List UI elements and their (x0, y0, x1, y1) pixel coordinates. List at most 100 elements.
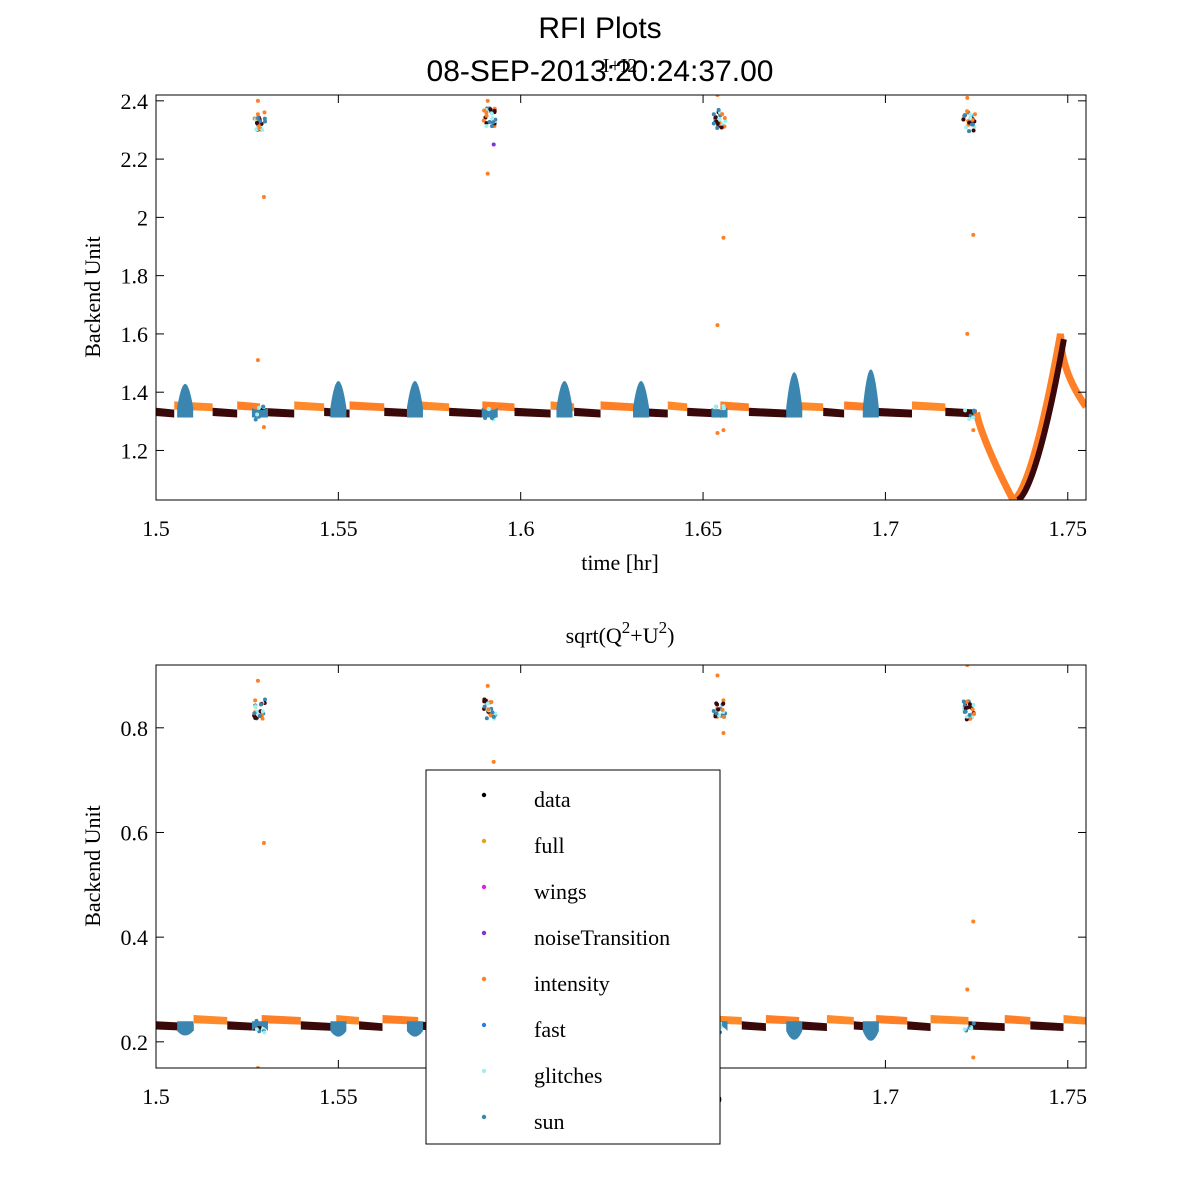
spike-point (968, 116, 973, 121)
spike-point (489, 124, 494, 129)
baseline-glitch-point (963, 408, 968, 413)
y-tick-label: 1.8 (121, 264, 149, 289)
sun-bump (556, 381, 573, 418)
legend-label: fast (534, 1017, 566, 1042)
spike-point (482, 697, 487, 702)
spike-point (972, 711, 977, 716)
spike-point (252, 711, 257, 716)
outlier-point (965, 95, 970, 100)
y-tick-label: 1.4 (121, 380, 149, 405)
spike-point (256, 115, 261, 120)
legend-marker (481, 792, 487, 798)
spike-point (968, 112, 973, 117)
spike-point (485, 701, 490, 706)
y-tick-label: 0.6 (121, 820, 149, 845)
spike-point (716, 707, 721, 712)
baseline-band-segment (876, 1015, 908, 1025)
spike-point (961, 699, 966, 704)
spike-point (967, 713, 972, 718)
spike-point (482, 704, 487, 709)
baseline-glitch-point (261, 404, 266, 409)
y-tick-label: 0.8 (121, 716, 149, 741)
baseline-band-segment (294, 401, 325, 412)
legend-marker (481, 1068, 487, 1074)
y-tick-label: 2 (137, 205, 148, 230)
x-tick-label: 1.55 (319, 516, 358, 541)
spike-point (253, 715, 258, 720)
baseline-band-segment (449, 407, 483, 418)
x-tick-label: 1.7 (872, 1084, 900, 1109)
spike-point (962, 113, 967, 118)
legend-item-intensity: intensity (481, 971, 610, 996)
sun-bump (862, 1021, 879, 1041)
outlier-point (971, 1055, 976, 1060)
spike-point (961, 117, 966, 122)
sun-bump (251, 1021, 268, 1031)
baseline-band-segment (667, 401, 688, 412)
baseline-band-segment (912, 401, 946, 412)
figure-title: RFI Plots (538, 12, 662, 45)
spike-point (720, 707, 725, 712)
spike-point (486, 707, 491, 712)
spike-point (721, 698, 726, 703)
baseline-band-segment (237, 401, 261, 412)
spike-point (490, 120, 495, 125)
spike-point (971, 128, 976, 133)
spike-point (967, 129, 972, 134)
bottom-panel-title: sqrt(Q2+U2) (566, 618, 675, 648)
spike-point (962, 709, 967, 714)
spike-point (963, 706, 968, 711)
spike-point (490, 710, 495, 715)
baseline-glitch-point (721, 406, 726, 411)
baseline-band-segment (1063, 1015, 1086, 1025)
spike-point (493, 117, 498, 122)
spike-point (492, 108, 497, 113)
baseline-band-segment (741, 1021, 766, 1031)
y-tick-label: 0.4 (121, 925, 149, 950)
baseline-glitch-point (713, 404, 718, 409)
baseline-glitch-point (254, 1018, 259, 1023)
spike-point (970, 707, 975, 712)
outlier-point (485, 683, 490, 688)
sun-bump (177, 1021, 194, 1036)
baseline-band-segment (359, 1021, 383, 1031)
baseline-glitch-point (489, 415, 494, 420)
sun-bump (406, 381, 423, 418)
x-tick-label: 1.6 (507, 516, 535, 541)
baseline-band-segment (212, 407, 238, 418)
baseline-band-segment (300, 1021, 337, 1031)
legend-item-wings: wings (481, 879, 587, 904)
outlier-point (255, 358, 260, 363)
x-tick-label: 1.75 (1049, 1084, 1088, 1109)
spike-point (255, 112, 260, 117)
baseline-glitch-point (962, 1027, 967, 1032)
outlier-point (971, 232, 976, 237)
outlier-point (715, 673, 720, 678)
legend-item-fast: fast (481, 1017, 566, 1042)
baseline-glitch-point (483, 415, 488, 420)
x-tick-label: 1.5 (142, 516, 170, 541)
spike-point (263, 119, 268, 124)
baseline-glitch-point (486, 406, 491, 411)
spike-point (484, 716, 489, 721)
spike-point (971, 702, 976, 707)
outlier-point (261, 425, 266, 430)
top-panel-frame (155, 94, 1087, 501)
outlier-point (965, 987, 970, 992)
outlier-point (965, 331, 970, 336)
spike-point (714, 701, 719, 706)
legend-marker (481, 930, 487, 936)
legend-marker (481, 838, 487, 844)
y-tick-label: 2.2 (121, 147, 149, 172)
baseline-band-segment (945, 407, 977, 418)
spike-point (481, 118, 486, 123)
baseline-band-segment (600, 401, 635, 412)
spike-point (253, 698, 258, 703)
baseline-band-segment (261, 1015, 301, 1025)
sun-bump (177, 383, 194, 418)
outlier-point (715, 430, 720, 435)
legend-item-data: data (481, 787, 571, 812)
baseline-band-segment (907, 1021, 931, 1031)
